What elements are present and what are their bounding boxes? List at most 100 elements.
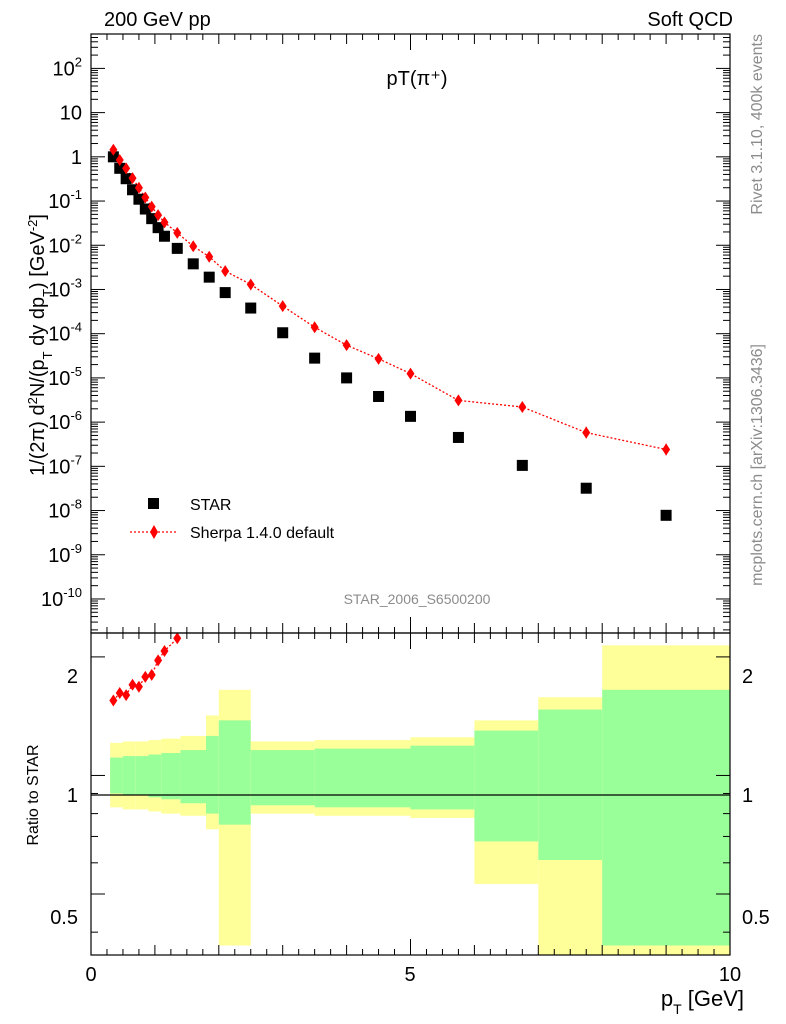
- band-stat: [474, 730, 539, 842]
- star-point: [219, 287, 231, 299]
- band-stat: [180, 750, 207, 804]
- sherpa-point: [246, 278, 255, 291]
- star-point: [277, 327, 289, 339]
- sherpa-point: [122, 162, 131, 175]
- x-tick-label-0: 0: [85, 964, 96, 986]
- ratio-sherpa-point: [154, 654, 163, 667]
- main-panel: 10-10 10-9 10-8 10-7 10-6 10-5 10-4 10-3 10-2 10-…: [25, 33, 731, 634]
- sherpa-point: [189, 240, 198, 253]
- ratio-sherpa-points: [109, 632, 182, 707]
- analysis-label: STAR_2006_S6500200: [344, 591, 491, 607]
- main-y-tick-label: 10-8: [48, 497, 82, 523]
- star-point: [452, 431, 464, 443]
- main-y-tick-label: 10-10: [41, 585, 82, 611]
- sherpa-points: [109, 143, 671, 456]
- star-point: [203, 271, 215, 283]
- ratio-sherpa-point: [115, 686, 124, 699]
- sherpa-point: [278, 300, 287, 313]
- header-right-label: Soft QCD: [647, 9, 733, 31]
- rivet-version-label: Rivet 3.1.10, 400k events: [749, 34, 766, 215]
- star-point: [187, 258, 199, 270]
- sherpa-point: [342, 339, 351, 352]
- header-left-label: 200 GeV pp: [104, 9, 211, 31]
- sherpa-point: [141, 191, 150, 204]
- sherpa-point: [454, 394, 463, 407]
- ratio-panel: Ratio to STAR 2 1 0.5 2 1 0.5 0 5 10 pT …: [25, 632, 770, 1017]
- star-point: [127, 184, 139, 196]
- sherpa-point: [115, 153, 124, 166]
- sherpa-point: [147, 200, 156, 213]
- star-point: [158, 230, 170, 242]
- star-points: [107, 151, 672, 521]
- ratio-sherpa-point: [173, 632, 182, 645]
- sherpa-point: [173, 226, 182, 239]
- star-point: [171, 242, 183, 254]
- band-stat: [206, 735, 219, 814]
- sherpa-point: [205, 250, 214, 263]
- ratio-tick-label-left-2: 2: [67, 666, 78, 688]
- ratio-sherpa-point: [141, 670, 150, 683]
- band-stat: [250, 750, 315, 806]
- band-stat: [314, 748, 411, 808]
- sherpa-point: [518, 400, 527, 413]
- band-stat: [602, 689, 730, 946]
- ratio-frame: [90, 632, 731, 956]
- star-point: [139, 203, 151, 215]
- x-axis-label: pT [GeV]: [661, 986, 744, 1017]
- ratio-tick-label-right-2: 2: [742, 666, 753, 688]
- main-y-tick-label: 10-2: [48, 231, 82, 257]
- sherpa-point: [406, 367, 415, 380]
- x-tick-label-10: 10: [719, 964, 741, 986]
- band-stat: [122, 756, 136, 796]
- x-tick-label-5: 5: [404, 964, 415, 986]
- sherpa-point: [662, 443, 671, 456]
- star-point: [516, 459, 528, 471]
- main-y-tick-label: 10-6: [48, 408, 82, 434]
- band-stat: [161, 753, 181, 800]
- mcplots-label: mcplots.cern.ch [arXiv:1306.3436]: [749, 344, 766, 586]
- main-y-tick-label: 10-5: [48, 364, 82, 390]
- sherpa-point: [128, 172, 137, 185]
- band-stat: [218, 720, 251, 825]
- ratio-sherpa-point: [128, 678, 137, 691]
- star-point: [107, 151, 119, 163]
- star-point: [133, 193, 145, 205]
- main-y-tick-label: 10-9: [48, 541, 82, 567]
- ratio-sherpa-point: [122, 689, 131, 702]
- plot-title: pT(π⁺): [386, 68, 447, 90]
- star-point: [245, 302, 257, 314]
- sherpa-point: [160, 216, 169, 229]
- star-point: [580, 482, 592, 494]
- main-frame: [90, 33, 731, 634]
- ratio-tick-label-right-0.5: 0.5: [742, 907, 770, 929]
- ratio-y-axis-label: Ratio to STAR: [25, 744, 42, 845]
- legend-sherpa-label: Sherpa 1.4.0 default: [190, 525, 335, 542]
- ratio-sherpa-point: [147, 668, 156, 681]
- main-y-tick-label: 1: [71, 147, 82, 169]
- uncertainty-bands: [110, 645, 730, 955]
- star-point: [146, 213, 158, 225]
- legend-sherpa-marker: [150, 525, 158, 539]
- main-y-tick-label: 10: [60, 103, 82, 125]
- main-y-tick-label: 10-7: [48, 452, 82, 478]
- star-point: [373, 390, 385, 402]
- main-y-tick-labels: 10-10 10-9 10-8 10-7 10-6 10-5 10-4 10-3 10-2 10-…: [41, 54, 82, 611]
- main-y-tick-label: 10-1: [48, 187, 82, 213]
- sherpa-point: [134, 181, 143, 194]
- ratio-sherpa-point: [109, 694, 118, 707]
- ratio-tick-label-left-1: 1: [67, 785, 78, 807]
- ratio-tick-label-right-1: 1: [742, 785, 753, 807]
- legend: STAR Sherpa 1.4.0 default: [130, 497, 335, 542]
- star-point: [309, 352, 321, 364]
- main-axis-ticks: [90, 33, 731, 633]
- sherpa-line: [112, 149, 667, 451]
- star-point: [405, 410, 416, 422]
- band-stat: [135, 756, 149, 796]
- sherpa-point: [109, 143, 118, 156]
- star-point: [341, 372, 353, 384]
- star-point: [152, 222, 164, 234]
- legend-star-label: STAR: [190, 497, 231, 514]
- main-y-tick-label: 102: [53, 54, 82, 80]
- main-y-tick-label: 10-3: [48, 275, 82, 301]
